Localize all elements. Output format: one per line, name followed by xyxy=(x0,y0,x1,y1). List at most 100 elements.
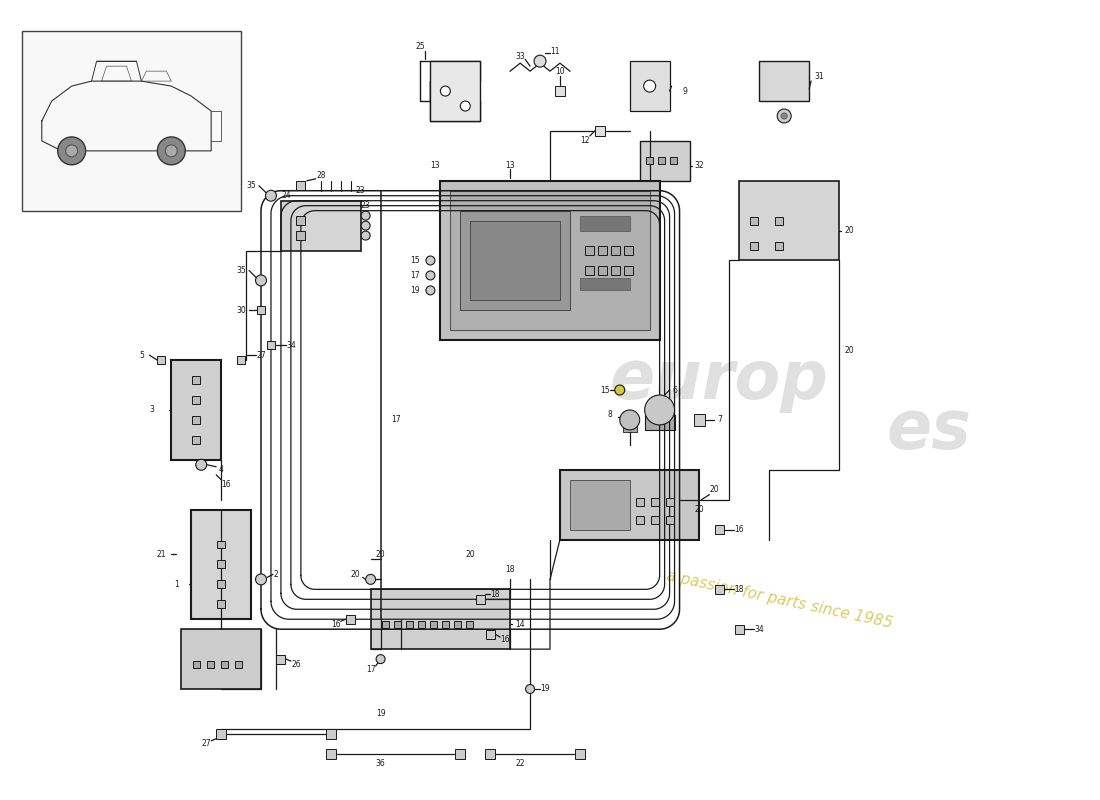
Bar xyxy=(612,266,620,275)
Circle shape xyxy=(778,109,791,123)
Text: 20: 20 xyxy=(695,505,704,514)
Bar xyxy=(598,246,607,255)
Circle shape xyxy=(165,145,177,157)
Bar xyxy=(454,621,461,628)
Bar xyxy=(465,621,473,628)
Bar xyxy=(157,356,165,364)
Bar xyxy=(471,221,560,300)
Bar xyxy=(636,498,644,506)
Text: 28: 28 xyxy=(316,171,326,180)
Circle shape xyxy=(255,275,266,286)
Bar xyxy=(485,749,495,758)
Bar xyxy=(739,181,839,261)
Bar xyxy=(217,541,226,549)
Text: 34: 34 xyxy=(755,625,764,634)
Bar xyxy=(430,61,481,121)
Circle shape xyxy=(365,574,375,584)
Bar xyxy=(217,580,226,588)
Text: 24: 24 xyxy=(282,191,290,200)
Text: 18: 18 xyxy=(735,585,744,594)
Text: 23: 23 xyxy=(355,186,365,195)
Circle shape xyxy=(460,101,471,111)
Bar xyxy=(192,396,200,404)
Text: 20: 20 xyxy=(465,550,475,559)
Bar xyxy=(735,625,744,634)
Text: 19: 19 xyxy=(410,286,420,295)
Circle shape xyxy=(781,113,788,119)
Text: 35: 35 xyxy=(236,266,246,275)
Bar xyxy=(476,595,485,604)
Bar xyxy=(192,416,200,424)
Bar xyxy=(371,590,510,649)
Bar xyxy=(430,621,437,628)
Text: 2: 2 xyxy=(274,570,278,579)
Bar xyxy=(556,86,565,96)
Text: 16: 16 xyxy=(735,525,745,534)
Text: 27: 27 xyxy=(256,350,266,360)
Text: 14: 14 xyxy=(515,620,525,629)
Text: a passion for parts since 1985: a passion for parts since 1985 xyxy=(664,568,893,630)
Circle shape xyxy=(57,137,86,165)
Text: 6: 6 xyxy=(672,386,676,394)
Bar xyxy=(650,498,659,506)
Text: 23: 23 xyxy=(361,201,371,210)
Circle shape xyxy=(426,271,434,280)
Bar xyxy=(575,749,585,758)
Bar xyxy=(442,621,449,628)
Bar xyxy=(280,201,361,250)
Text: 10: 10 xyxy=(556,66,564,76)
Text: 22: 22 xyxy=(516,759,525,768)
Bar xyxy=(217,729,227,739)
Circle shape xyxy=(66,145,78,157)
Circle shape xyxy=(426,286,434,295)
Bar xyxy=(585,266,594,275)
Bar xyxy=(612,246,620,255)
Text: 1: 1 xyxy=(174,580,178,589)
Text: 32: 32 xyxy=(695,162,704,170)
Text: 13: 13 xyxy=(430,162,440,170)
Text: 5: 5 xyxy=(139,350,144,360)
Bar xyxy=(715,525,724,534)
Bar xyxy=(394,621,402,628)
Text: 7: 7 xyxy=(717,415,722,425)
Text: 9: 9 xyxy=(682,86,688,95)
Bar xyxy=(595,126,605,136)
Circle shape xyxy=(376,654,385,663)
Bar xyxy=(276,654,285,663)
Bar xyxy=(192,661,200,667)
Text: 34: 34 xyxy=(286,341,296,350)
Bar xyxy=(693,414,705,426)
Circle shape xyxy=(645,395,674,425)
Text: 25: 25 xyxy=(416,42,426,50)
Text: 35: 35 xyxy=(246,182,256,190)
Text: 8: 8 xyxy=(607,410,613,419)
Text: 17: 17 xyxy=(410,271,420,280)
Bar xyxy=(326,749,336,758)
Text: 33: 33 xyxy=(515,52,525,61)
Bar xyxy=(629,61,670,111)
Bar xyxy=(450,190,650,330)
Bar xyxy=(460,210,570,310)
Bar xyxy=(296,216,306,225)
Bar xyxy=(666,515,673,523)
Bar xyxy=(172,360,221,460)
Text: 19: 19 xyxy=(540,685,550,694)
Circle shape xyxy=(535,55,546,67)
Bar xyxy=(440,181,660,340)
Text: 27: 27 xyxy=(201,739,211,748)
Bar xyxy=(192,436,200,444)
Bar xyxy=(257,306,265,314)
Bar xyxy=(22,31,241,210)
Bar xyxy=(666,498,673,506)
Text: 3: 3 xyxy=(148,406,154,414)
Circle shape xyxy=(255,574,266,585)
Bar xyxy=(585,246,594,255)
Text: es: es xyxy=(887,397,971,463)
Bar xyxy=(486,630,495,638)
Bar xyxy=(646,158,653,164)
Text: 36: 36 xyxy=(376,759,385,768)
Bar xyxy=(623,424,637,432)
Circle shape xyxy=(526,685,535,694)
Text: 15: 15 xyxy=(410,256,420,265)
Bar xyxy=(238,356,245,364)
